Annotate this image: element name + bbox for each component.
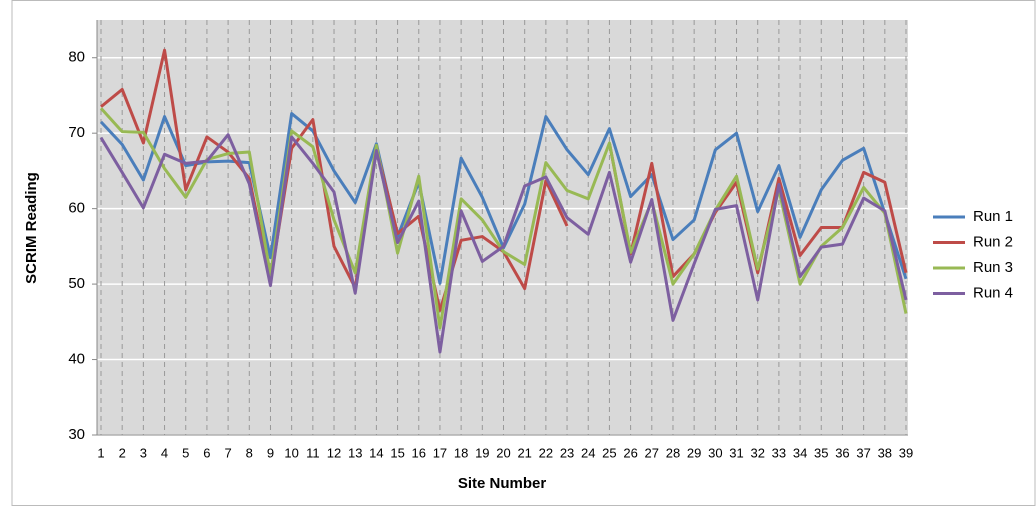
- x-tick-label: 9: [267, 445, 274, 460]
- x-tick-label: 39: [899, 445, 913, 460]
- x-tick-label: 10: [284, 445, 298, 460]
- x-tick-label: 24: [581, 445, 595, 460]
- legend-label: Run 2: [973, 233, 1013, 250]
- x-tick-label: 2: [119, 445, 126, 460]
- x-tick-label: 15: [390, 445, 404, 460]
- legend-label: Run 3: [973, 259, 1013, 276]
- x-tick-label: 38: [878, 445, 892, 460]
- x-tick-label: 32: [750, 445, 764, 460]
- x-tick-label: 12: [327, 445, 341, 460]
- data-line: [99, 133, 908, 354]
- x-tick-label: 1: [97, 445, 104, 460]
- y-tick-label: 40: [68, 351, 85, 368]
- x-tick-label: 5: [182, 445, 189, 460]
- x-tick-label: 16: [412, 445, 426, 460]
- x-tick-label: 23: [560, 445, 574, 460]
- x-tick-label: 11: [306, 445, 320, 460]
- x-tick-label: 29: [687, 445, 701, 460]
- x-tick-label: 4: [161, 445, 168, 460]
- plot-area: [97, 20, 908, 435]
- x-tick-label: 20: [496, 445, 510, 460]
- x-tick-label: 28: [666, 445, 680, 460]
- x-tick-label: 25: [602, 445, 616, 460]
- x-tick-label: 18: [454, 445, 468, 460]
- x-tick-label: 27: [645, 445, 659, 460]
- y-tick-label: 60: [68, 200, 85, 217]
- y-tick-label: 70: [68, 124, 85, 141]
- x-tick-label: 13: [348, 445, 362, 460]
- x-tick-label: 22: [539, 445, 553, 460]
- x-tick-label: 8: [246, 445, 253, 460]
- y-tick-label: 80: [68, 49, 85, 66]
- x-tick-label: 3: [140, 445, 147, 460]
- y-tick-label: 30: [68, 426, 85, 443]
- x-tick-label: 21: [517, 445, 531, 460]
- x-tick-label: 6: [203, 445, 210, 460]
- y-axis-title: SCRIM Reading: [23, 172, 40, 284]
- x-tick-label: 14: [369, 445, 383, 460]
- x-tick-label: 37: [856, 445, 870, 460]
- x-tick-label: 30: [708, 445, 722, 460]
- legend-label: Run 4: [973, 284, 1013, 301]
- x-tick-label: 19: [475, 445, 489, 460]
- y-tick-label: 50: [68, 275, 85, 292]
- x-tick-label: 31: [729, 445, 743, 460]
- legend-label: Run 1: [973, 208, 1013, 225]
- data-line: [100, 48, 908, 312]
- x-tick-label: 34: [793, 445, 807, 460]
- x-tick-label: 33: [772, 445, 786, 460]
- x-tick-label: 7: [224, 445, 231, 460]
- x-axis-title: Site Number: [458, 475, 547, 492]
- x-tick-label: 36: [835, 445, 849, 460]
- x-tick-label: 26: [623, 445, 637, 460]
- x-tick-label: 35: [814, 445, 828, 460]
- x-tick-label: 17: [433, 445, 447, 460]
